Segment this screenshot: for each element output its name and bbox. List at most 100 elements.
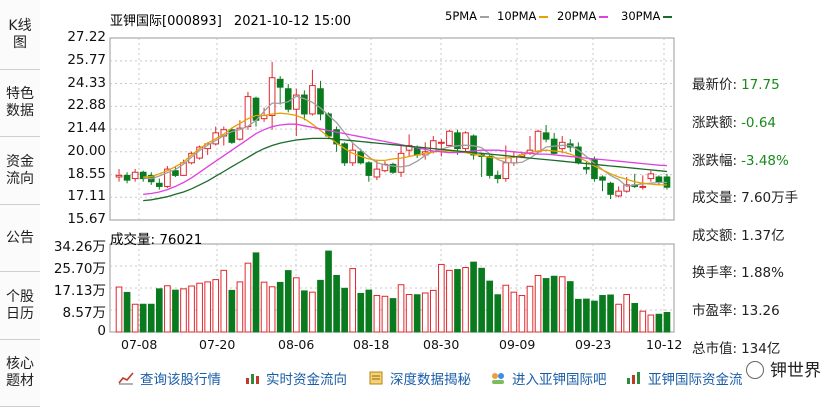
price-frame [109,37,675,221]
link-realtime-flow[interactable]: 实时资金流向 [244,368,347,388]
stat-row: 最新价: 17.75 [692,73,780,93]
volume-bar [542,278,550,333]
volume-bar [639,310,647,333]
volume-bar [462,267,469,333]
volume-bar [655,313,663,333]
ma5-line [143,95,667,188]
volume-bar [534,274,542,333]
volume-bar [486,280,494,333]
price-tick-label: 22.88 [67,97,106,114]
volume-bar [421,292,429,333]
link-query-board[interactable]: 查询该股行情 [118,368,221,388]
stat-row: 市盈率: 13.26 [692,299,780,319]
link-deep-data[interactable]: 深度数据揭秘 [368,368,471,388]
tab-features[interactable]: 特色数据 [0,70,40,137]
header-datetime: 2021-10-12 15:00 [233,14,352,29]
volume-bar [333,274,340,333]
legend-swatch [599,15,609,18]
candle [276,78,284,88]
bar-chart-icon [244,371,260,385]
volume-bar [212,279,220,333]
stat-value: 134亿 [741,341,781,357]
tab-announcement[interactable]: 公告 [0,205,40,272]
volume-bar [260,281,268,333]
candle [172,170,179,176]
stat-key: 市盈率: [692,303,738,319]
price-tick-label: 27.22 [67,29,106,45]
candle [131,171,139,180]
volume-title: 成交量: 76021 [110,232,203,248]
date-tick-label: 09-09 [499,337,536,352]
candle [397,152,405,173]
volume-bar [502,284,510,333]
volume-bar [155,288,163,333]
legend-swatch [663,15,673,18]
stat-key: 总市值: [692,341,738,357]
date-tick-label: 08-30 [423,337,460,352]
left-tab-bar: K线图 特色数据资金流向公告 个股日历核心题材 [0,0,40,407]
stat-key: 最新价: [692,77,738,93]
ma30-line [143,137,668,202]
candle [292,94,300,110]
tab-calendar[interactable]: 个股日历 [0,272,40,340]
candle [405,144,413,151]
link-label: 实时资金流向 [266,372,347,388]
candle [155,182,163,187]
volume-bar [397,284,405,333]
date-tick-label: 08-18 [353,337,390,352]
candle [591,159,598,180]
volume-bar [276,281,284,333]
volume-bar [381,295,389,333]
candle [115,174,123,178]
volume-bar [558,276,566,333]
tab-core-theme[interactable]: 核心题材 [0,340,40,407]
candle [333,129,340,145]
volume-bar [196,282,203,333]
volume-bar [518,295,526,333]
candle [365,162,373,176]
price-tick-label: 24.33 [67,74,106,91]
volume-bar [123,291,131,333]
link-label: 查询该股行情 [140,372,221,388]
volume-bar [228,289,236,333]
stat-key: 成交额: [692,228,738,244]
volume-bar [317,279,324,333]
candle [583,167,590,170]
stat-row: 涨跌幅: -3.48% [692,149,789,169]
price-tick-label: 18.55 [67,165,106,182]
candle [502,162,510,180]
tab-core-theme-label: 核心题材 [6,356,34,389]
volume-bar [244,262,252,333]
tab-capital-flow-label: 资金流向 [6,153,34,187]
watermark-text: 钾世界 [770,361,821,381]
volume-bar [631,302,639,333]
candle [317,88,324,115]
candle [389,163,397,173]
tab-capital-flow[interactable]: 资金流向 [0,137,40,205]
candle [268,77,276,117]
legend-label: 20PMA [557,9,597,23]
volume-bar [188,285,195,333]
link-capital-flow[interactable]: 亚钾国际资金流 [626,368,743,388]
volume-bar [284,270,292,333]
stat-row: 涨跌额: -0.64 [692,111,776,131]
link-forum[interactable]: 进入亚钾国际吧 [490,368,607,388]
candle [301,94,308,115]
tab-kline[interactable]: K线图 [0,0,40,70]
legend-label: 10PMA [497,9,537,23]
volume-bar [647,314,655,333]
volume-bar [526,285,534,333]
volume-bar [623,293,631,333]
stat-key: 涨跌额: [692,115,738,131]
candle [534,130,542,153]
volume-tick-label: 17.13万 [53,283,106,299]
volume-bar [139,303,147,333]
legend-swatch [480,15,490,18]
stat-value: 7.60万手 [741,190,799,206]
candle [647,173,655,180]
stat-key: 成交量: [692,190,738,206]
link-label: 深度数据揭秘 [390,372,471,388]
document-icon [368,371,384,385]
price-tick-label: 17.11 [67,188,106,205]
